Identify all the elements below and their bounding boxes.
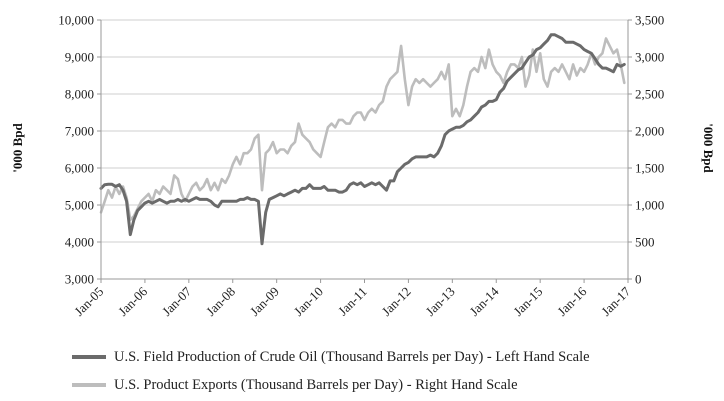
x-tick-label: Jan-07 xyxy=(159,283,194,318)
left-tick-label: 4,000 xyxy=(65,235,94,250)
left-tick-label: 6,000 xyxy=(65,161,94,176)
x-tick-label: Jan-15 xyxy=(510,284,545,319)
x-tick-label: Jan-12 xyxy=(379,284,414,319)
x-tick-label: Jan-06 xyxy=(115,283,150,318)
legend-label-product-exports: U.S. Product Exports (Thousand Barrels p… xyxy=(114,376,518,393)
legend-item-product-exports: U.S. Product Exports (Thousand Barrels p… xyxy=(72,372,712,398)
right-axis-ticks: 0 500 1,000 1,500 2,000 2,500 3,000 3,500 xyxy=(628,13,664,287)
x-tick-label: Jan-05 xyxy=(71,284,106,319)
x-tick-label: Jan-13 xyxy=(423,284,458,319)
left-axis-label: '000 Bpd xyxy=(10,122,25,172)
right-tick-label: 2,500 xyxy=(635,87,664,102)
left-tick-label: 8,000 xyxy=(65,87,94,102)
dual-axis-line-chart: 3,000 4,000 5,000 6,000 7,000 8,000 9,000 10,00… xyxy=(10,13,716,319)
left-tick-label: 9,000 xyxy=(65,50,94,65)
right-tick-label: 500 xyxy=(635,235,655,250)
x-tick-label: Jan-14 xyxy=(466,283,501,318)
series-line-product-exports xyxy=(99,37,626,222)
legend: U.S. Field Production of Crude Oil (Thou… xyxy=(72,342,712,398)
left-tick-label: 3,000 xyxy=(65,272,94,287)
right-tick-label: 3,500 xyxy=(635,13,664,28)
legend-item-crude-production: U.S. Field Production of Crude Oil (Thou… xyxy=(72,344,712,370)
gridlines xyxy=(101,19,628,243)
x-tick-label: Jan-09 xyxy=(247,284,282,319)
series-line-crude-production xyxy=(99,33,626,246)
legend-label-crude-production: U.S. Field Production of Crude Oil (Thou… xyxy=(114,348,590,365)
x-tick-label: Jan-17 xyxy=(598,283,633,318)
left-tick-label: 10,000 xyxy=(58,13,94,28)
x-tick-label: Jan-16 xyxy=(554,283,589,318)
right-tick-label: 1,000 xyxy=(635,198,664,213)
right-axis-label: '000 Bpd xyxy=(701,123,716,173)
x-tick-label: Jan-08 xyxy=(203,284,238,319)
series-layer xyxy=(99,33,626,246)
right-tick-label: 1,500 xyxy=(635,161,664,176)
legend-swatch-crude-production xyxy=(72,355,106,359)
right-tick-label: 0 xyxy=(635,272,642,287)
x-tick-label: Jan-10 xyxy=(291,284,326,319)
legend-swatch-product-exports xyxy=(72,383,106,387)
x-tick-label: Jan-11 xyxy=(335,284,370,319)
left-tick-label: 7,000 xyxy=(65,124,94,139)
x-axis-ticks: Jan-05 Jan-06 Jan-07 Jan-08 Jan-09 Jan-10 Jan-… xyxy=(71,279,634,319)
right-tick-label: 2,000 xyxy=(635,124,664,139)
right-tick-label: 3,000 xyxy=(635,50,664,65)
left-tick-label: 5,000 xyxy=(65,198,94,213)
left-axis-ticks: 3,000 4,000 5,000 6,000 7,000 8,000 9,000 10,00… xyxy=(58,13,101,287)
